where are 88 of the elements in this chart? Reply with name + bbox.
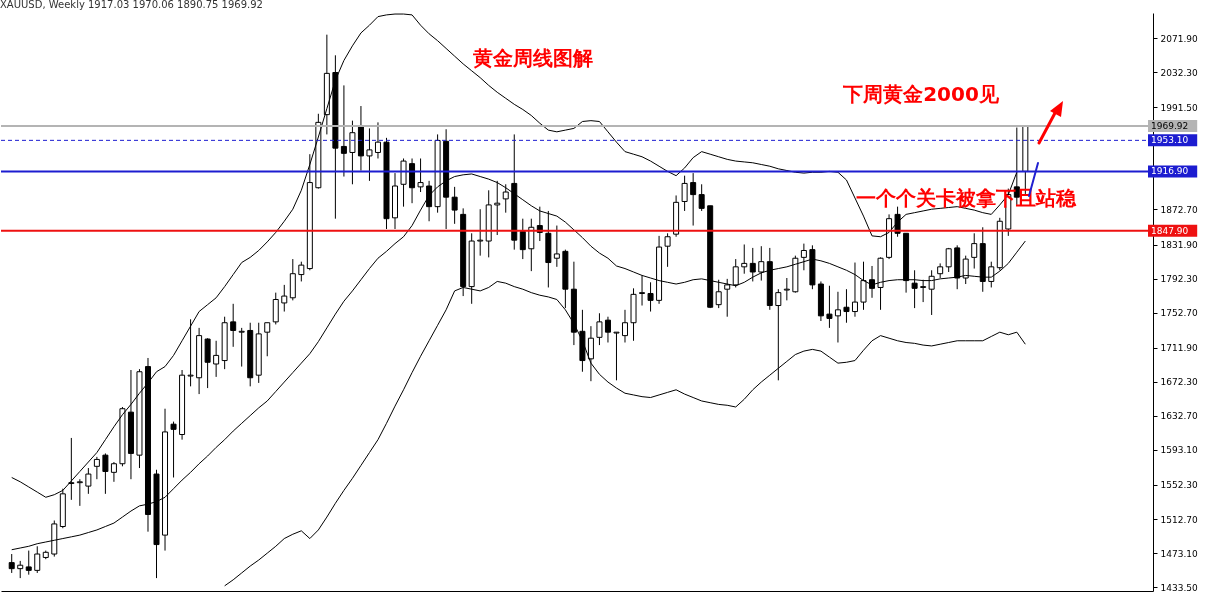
candlestick xyxy=(664,232,671,268)
ref-line-label: 1916.90 xyxy=(1151,166,1189,177)
candlestick xyxy=(272,292,279,325)
candlestick xyxy=(110,461,117,483)
candlestick xyxy=(920,279,927,303)
candlestick xyxy=(204,337,211,389)
candlestick xyxy=(851,262,858,318)
candlestick xyxy=(230,303,237,348)
candlestick xyxy=(894,206,901,238)
candlestick xyxy=(264,322,271,357)
candlestick xyxy=(502,183,509,214)
chart-title: XAUUSD, Weekly 1917.03 1970.06 1890.75 1969.92 xyxy=(0,0,263,10)
candlestick xyxy=(8,553,15,574)
y-tick-label: 1991.50 xyxy=(1160,102,1198,113)
candlestick xyxy=(690,172,697,227)
candlestick xyxy=(613,331,620,381)
y-tick-label: 1632.70 xyxy=(1160,411,1198,422)
candlestick xyxy=(34,545,41,574)
candlestick xyxy=(869,265,876,299)
y-tick-label: 1672.30 xyxy=(1160,377,1198,388)
candlestick xyxy=(971,232,978,270)
candlestick xyxy=(528,218,535,272)
candlestick xyxy=(553,225,560,268)
candlestick xyxy=(732,258,739,288)
candlestick xyxy=(366,127,373,182)
y-tick-label: 1711.90 xyxy=(1160,343,1198,354)
candlestick xyxy=(102,452,109,495)
candlestick xyxy=(187,318,194,387)
candlestick xyxy=(604,316,611,343)
y-tick-label: 1872.70 xyxy=(1160,204,1198,215)
annotation: 下周黄金2000见 xyxy=(842,82,1000,106)
candlestick xyxy=(587,325,594,382)
candlestick xyxy=(741,243,748,275)
ref-line-label: 1953.10 xyxy=(1151,135,1189,146)
ref-line-label: 1969.92 xyxy=(1151,120,1189,131)
candlestick xyxy=(945,247,952,273)
candlestick xyxy=(715,279,722,309)
candlestick xyxy=(962,255,969,285)
candlestick xyxy=(639,274,646,307)
candlestick xyxy=(843,288,850,324)
y-tick-label: 1752.70 xyxy=(1160,308,1198,319)
candlestick xyxy=(826,285,833,329)
candlestick xyxy=(860,261,867,311)
candlestick xyxy=(93,456,100,480)
candlestick xyxy=(477,208,484,257)
candlestick xyxy=(775,288,782,381)
candlestick xyxy=(426,180,433,222)
candlestick xyxy=(834,291,841,343)
candlestick xyxy=(281,284,288,313)
candlestick xyxy=(76,478,83,507)
candlestick xyxy=(213,340,220,378)
ref-line-label: 1847.90 xyxy=(1151,225,1189,236)
y-tick-label: 1473.10 xyxy=(1160,548,1198,559)
candlestick xyxy=(400,157,407,208)
candlestick xyxy=(596,312,603,346)
candlestick xyxy=(928,269,935,316)
candlestick xyxy=(911,269,918,309)
candlestick xyxy=(800,243,807,271)
candlestick xyxy=(783,277,790,301)
y-tick-label: 1512.70 xyxy=(1160,514,1198,525)
y-tick-label: 2071.90 xyxy=(1160,33,1198,44)
candlestick xyxy=(988,261,995,288)
y-tick-label: 1593.10 xyxy=(1160,445,1198,456)
y-tick-label: 1433.50 xyxy=(1160,582,1198,593)
candlestick xyxy=(749,247,756,282)
candlestick xyxy=(298,261,305,282)
candlestick xyxy=(417,157,424,193)
candlestick xyxy=(494,180,501,236)
candlestick xyxy=(698,183,705,212)
candlestick xyxy=(724,278,731,318)
candlestick xyxy=(647,281,654,313)
candlestick xyxy=(519,218,526,260)
y-tick-label: 2032.30 xyxy=(1160,67,1198,78)
candlestick xyxy=(340,84,347,178)
candlestick xyxy=(170,421,177,478)
y-tick-label: 1831.90 xyxy=(1160,240,1198,251)
y-tick-label: 1792.30 xyxy=(1160,274,1198,285)
candlestick xyxy=(25,550,32,576)
candlestick xyxy=(238,327,245,368)
candlestick xyxy=(374,121,381,159)
y-tick-label: 1552.30 xyxy=(1160,480,1198,491)
candlestick xyxy=(349,120,356,185)
candlestick xyxy=(622,309,628,343)
candlestick xyxy=(758,245,765,282)
candlestick xyxy=(451,186,458,225)
candlestick xyxy=(681,175,688,212)
candlestick xyxy=(85,467,92,495)
annotation: 黄金周线图解 xyxy=(472,46,593,70)
